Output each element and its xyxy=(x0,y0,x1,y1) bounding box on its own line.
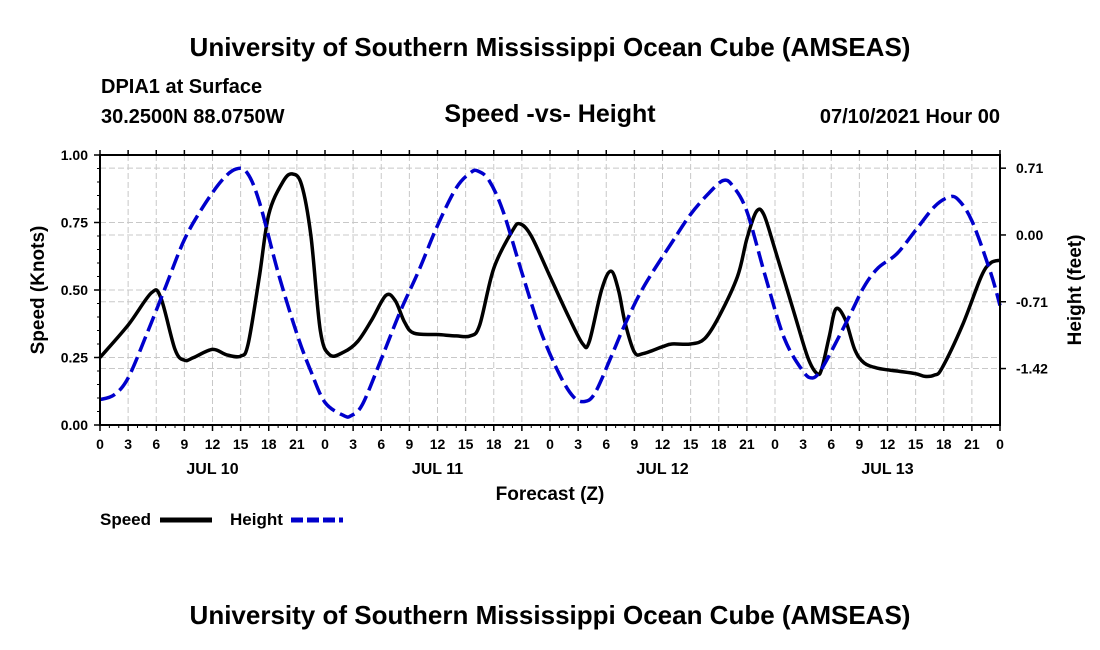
x-tick-label: 6 xyxy=(827,436,835,452)
series-layer xyxy=(98,166,1002,419)
x-tick-label: 15 xyxy=(458,436,474,452)
forecast-datetime: 07/10/2021 Hour 00 xyxy=(819,106,1000,128)
station-coordinates: 30.2500N 88.0750W xyxy=(101,106,285,128)
x-tick-label: 18 xyxy=(261,436,277,452)
y-tick-label-left: 1.00 xyxy=(61,147,88,163)
x-tick-label: 21 xyxy=(514,436,530,452)
x-tick-label: 12 xyxy=(880,436,896,452)
x-tick-label: 9 xyxy=(855,436,863,452)
x-axis-label: Forecast (Z) xyxy=(496,484,605,505)
x-tick-label: 6 xyxy=(602,436,610,452)
x-tick-label: 0 xyxy=(771,436,779,452)
x-tick-label: 0 xyxy=(96,436,104,452)
x-tick-label: 6 xyxy=(152,436,160,452)
x-tick-label: 12 xyxy=(655,436,671,452)
x-tick-label: 6 xyxy=(377,436,385,452)
y-axis-label-left: Speed (Knots) xyxy=(28,226,49,355)
chart-title: University of Southern Mississippi Ocean… xyxy=(189,32,911,62)
x-tick-label: 9 xyxy=(630,436,638,452)
axis-labels: Forecast (Z) Speed (Knots) Height (feet) xyxy=(28,226,1086,505)
legend-speed-label: Speed xyxy=(100,510,151,529)
y-axis-label-right: Height (feet) xyxy=(1065,235,1086,346)
x-tick-label: 3 xyxy=(574,436,582,452)
y-tick-label-left: 0.00 xyxy=(61,417,88,433)
x-tick-label: 18 xyxy=(936,436,952,452)
x-tick-label: 9 xyxy=(180,436,188,452)
station-label: DPIA1 at Surface xyxy=(101,76,263,98)
x-tick-label: 0 xyxy=(321,436,329,452)
y-tick-label-right: 0.00 xyxy=(1016,227,1043,243)
series-height-line xyxy=(99,166,1002,419)
y-tick-label-left: 0.25 xyxy=(61,350,88,366)
series-speed-line xyxy=(98,172,1001,379)
x-tick-label: 12 xyxy=(205,436,221,452)
x-tick-label: 3 xyxy=(124,436,132,452)
chart-subtitle: Speed -vs- Height xyxy=(444,100,656,128)
x-tick-label: 15 xyxy=(233,436,249,452)
x-tick-label: 0 xyxy=(546,436,554,452)
footer-title: University of Southern Mississippi Ocean… xyxy=(189,600,911,630)
x-tick-label: 18 xyxy=(486,436,502,452)
grid-lines xyxy=(100,155,1000,425)
day-label: JUL 11 xyxy=(412,461,463,478)
x-tick-label: 18 xyxy=(711,436,727,452)
y-tick-label-left: 0.50 xyxy=(61,282,88,298)
x-tick-label: 12 xyxy=(430,436,446,452)
y-tick-label-left: 0.75 xyxy=(61,215,88,231)
x-tick-label: 21 xyxy=(739,436,755,452)
y-tick-label-right: 0.71 xyxy=(1016,160,1043,176)
day-label: JUL 13 xyxy=(861,461,913,478)
x-tick-label: 15 xyxy=(908,436,924,452)
y-tick-label-right: -0.71 xyxy=(1016,294,1048,310)
y-tick-label-right: -1.42 xyxy=(1016,361,1048,377)
x-tick-label: 21 xyxy=(289,436,305,452)
x-tick-label: 21 xyxy=(964,436,980,452)
legend-height-label: Height xyxy=(230,510,283,529)
x-tick-label: 0 xyxy=(996,436,1004,452)
legend: Speed Height xyxy=(100,510,343,529)
x-tick-label: 3 xyxy=(799,436,807,452)
day-label: JUL 12 xyxy=(636,461,688,478)
x-tick-label: 9 xyxy=(405,436,413,452)
axis-ticks: 0 3 6 9 12 15 18 21 0 3 6 9 12 15 18 21 0 3 6 9 12 15 18 21 0 3 6 9… xyxy=(61,147,1048,478)
x-tick-label: 3 xyxy=(349,436,357,452)
day-label: JUL 10 xyxy=(186,461,238,478)
x-tick-label: 15 xyxy=(683,436,699,452)
